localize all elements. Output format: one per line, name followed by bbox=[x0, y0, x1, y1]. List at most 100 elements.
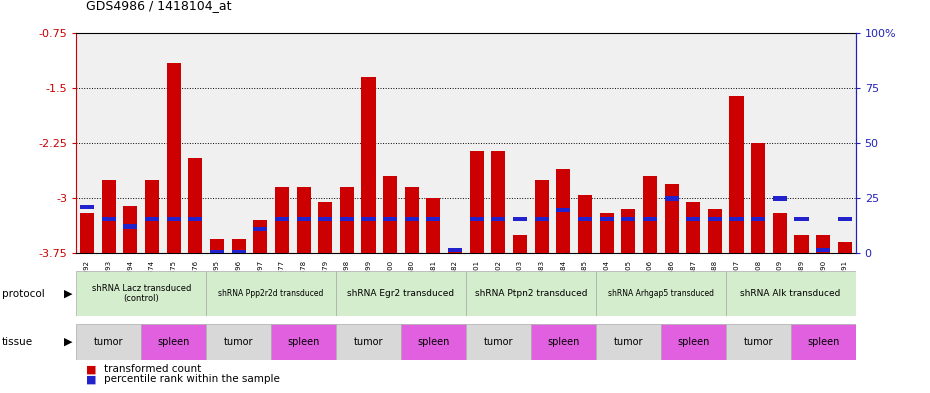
Bar bbox=[660, 324, 725, 360]
Text: tumor: tumor bbox=[94, 337, 124, 347]
Text: transformed count: transformed count bbox=[104, 364, 202, 375]
Bar bbox=[794, 217, 808, 221]
Bar bbox=[817, 248, 830, 252]
Bar bbox=[643, 176, 657, 253]
Bar bbox=[466, 324, 531, 360]
Bar bbox=[817, 235, 830, 253]
Bar bbox=[535, 217, 549, 221]
Text: ▶: ▶ bbox=[63, 337, 73, 347]
Bar bbox=[275, 187, 289, 253]
Bar bbox=[145, 180, 159, 253]
Text: shRNA Lacz transduced
(control): shRNA Lacz transduced (control) bbox=[91, 284, 191, 303]
Bar bbox=[513, 235, 527, 253]
Text: spleen: spleen bbox=[157, 337, 190, 347]
Bar bbox=[339, 187, 354, 253]
Bar bbox=[124, 206, 138, 253]
Bar bbox=[838, 242, 852, 253]
Text: spleen: spleen bbox=[547, 337, 579, 347]
Text: tumor: tumor bbox=[743, 337, 773, 347]
Bar bbox=[535, 180, 549, 253]
Bar bbox=[665, 196, 679, 201]
Bar bbox=[76, 271, 206, 316]
Bar bbox=[318, 202, 332, 253]
Bar bbox=[470, 151, 484, 253]
Text: protocol: protocol bbox=[2, 289, 45, 299]
Bar bbox=[145, 217, 159, 221]
Bar bbox=[188, 158, 203, 253]
Bar bbox=[686, 202, 700, 253]
Bar bbox=[101, 217, 115, 221]
Bar bbox=[578, 195, 592, 253]
Bar bbox=[405, 217, 418, 221]
Bar bbox=[80, 213, 94, 253]
Bar bbox=[708, 217, 722, 221]
Text: tumor: tumor bbox=[353, 337, 383, 347]
Text: spleen: spleen bbox=[418, 337, 449, 347]
Bar bbox=[491, 151, 505, 253]
Bar bbox=[362, 77, 376, 253]
Bar bbox=[427, 217, 441, 221]
Bar bbox=[686, 217, 700, 221]
Bar bbox=[76, 324, 141, 360]
Bar bbox=[253, 220, 267, 253]
Bar bbox=[729, 217, 744, 221]
Text: spleen: spleen bbox=[807, 337, 839, 347]
Bar bbox=[383, 176, 397, 253]
Text: tumor: tumor bbox=[614, 337, 643, 347]
Bar bbox=[466, 271, 596, 316]
Text: shRNA Arhgap5 transduced: shRNA Arhgap5 transduced bbox=[608, 289, 713, 298]
Bar bbox=[166, 217, 180, 221]
Bar bbox=[448, 248, 462, 252]
Bar bbox=[751, 143, 765, 253]
Bar bbox=[405, 187, 418, 253]
Bar bbox=[491, 217, 505, 221]
Bar bbox=[188, 217, 203, 221]
Text: tumor: tumor bbox=[484, 337, 513, 347]
Bar bbox=[80, 205, 94, 209]
Text: spleen: spleen bbox=[287, 337, 320, 347]
Bar bbox=[773, 196, 787, 201]
Text: tumor: tumor bbox=[224, 337, 253, 347]
Text: ■: ■ bbox=[86, 374, 96, 384]
Bar bbox=[596, 324, 660, 360]
Bar bbox=[578, 217, 592, 221]
Bar bbox=[790, 324, 856, 360]
Bar bbox=[401, 324, 466, 360]
Bar bbox=[339, 217, 354, 221]
Bar bbox=[206, 324, 272, 360]
Bar bbox=[621, 209, 635, 253]
Bar bbox=[253, 227, 267, 231]
Bar bbox=[232, 239, 246, 253]
Bar bbox=[210, 250, 224, 254]
Bar bbox=[383, 217, 397, 221]
Text: percentile rank within the sample: percentile rank within the sample bbox=[104, 374, 280, 384]
Bar bbox=[725, 324, 790, 360]
Text: ▶: ▶ bbox=[63, 289, 73, 299]
Bar bbox=[725, 271, 856, 316]
Bar bbox=[297, 187, 311, 253]
Bar bbox=[124, 224, 138, 229]
Bar bbox=[272, 324, 336, 360]
Bar bbox=[513, 217, 527, 221]
Bar bbox=[275, 217, 289, 221]
Bar bbox=[336, 324, 401, 360]
Text: shRNA Egr2 transduced: shRNA Egr2 transduced bbox=[348, 289, 455, 298]
Bar bbox=[596, 271, 725, 316]
Text: tissue: tissue bbox=[2, 337, 33, 347]
Bar bbox=[141, 324, 206, 360]
Bar bbox=[206, 271, 336, 316]
Text: shRNA Ppp2r2d transduced: shRNA Ppp2r2d transduced bbox=[219, 289, 324, 298]
Bar bbox=[297, 217, 311, 221]
Bar bbox=[556, 208, 570, 212]
Bar bbox=[336, 271, 466, 316]
Bar bbox=[773, 213, 787, 253]
Bar bbox=[470, 217, 484, 221]
Bar bbox=[729, 96, 744, 253]
Bar bbox=[643, 217, 657, 221]
Text: shRNA Alk transduced: shRNA Alk transduced bbox=[740, 289, 841, 298]
Bar bbox=[531, 324, 596, 360]
Bar bbox=[448, 250, 462, 253]
Bar bbox=[362, 217, 376, 221]
Bar bbox=[751, 217, 765, 221]
Bar bbox=[600, 217, 614, 221]
